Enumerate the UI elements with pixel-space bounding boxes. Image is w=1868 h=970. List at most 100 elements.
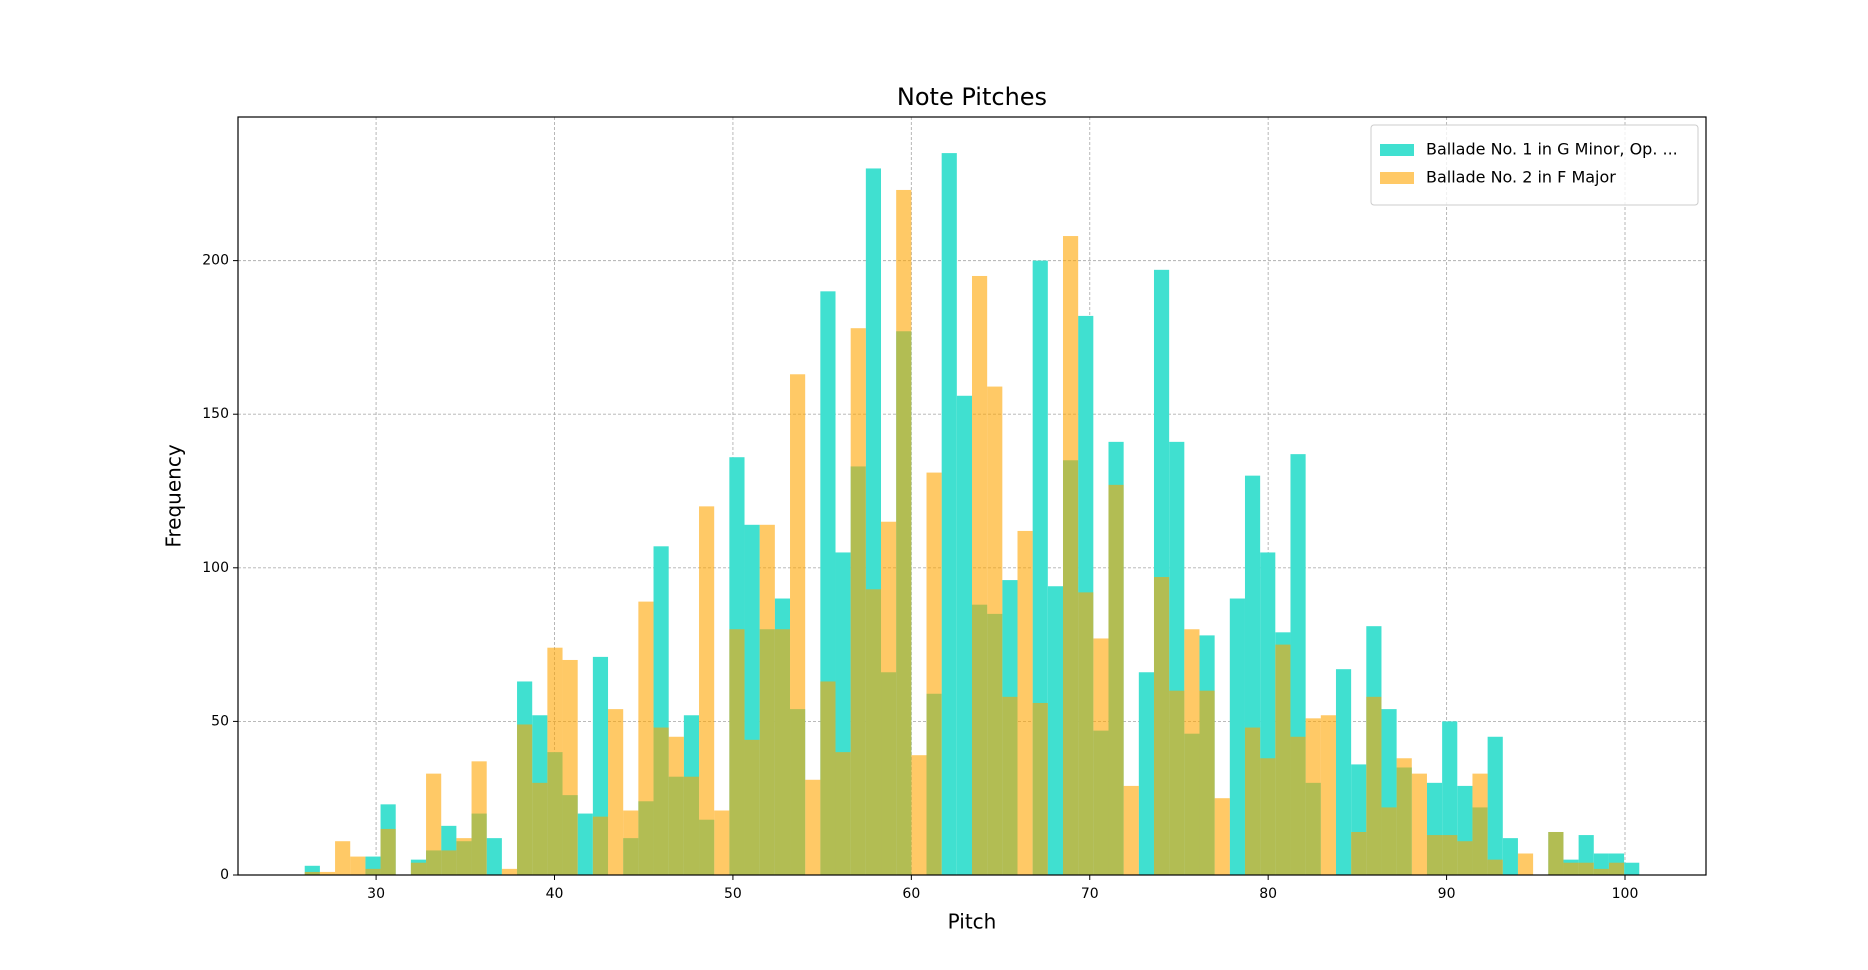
histogram-bar (623, 810, 639, 875)
histogram-bar (1078, 592, 1094, 875)
histogram-bar (744, 739, 760, 875)
histogram-bar (577, 813, 593, 875)
y-axis-label: Frequency (162, 444, 186, 547)
histogram-bar (759, 524, 775, 875)
legend: Ballade No. 1 in G Minor, Op. ... Ballade… (1370, 124, 1699, 206)
histogram-bar (1457, 841, 1473, 875)
histogram-bar (1472, 773, 1488, 875)
histogram-bar (441, 850, 457, 875)
y-tick-label: 100 (202, 560, 229, 576)
histogram-bar (668, 736, 684, 875)
histogram-bar (486, 838, 502, 875)
histogram-bar (941, 153, 957, 876)
histogram-bar (1093, 638, 1109, 875)
histogram-bar (517, 724, 533, 875)
legend-label: Ballade No. 2 in F Major (1426, 168, 1616, 187)
histogram-bar (608, 709, 624, 875)
histogram-bar (350, 856, 366, 875)
histogram-bar (972, 275, 988, 875)
histogram-bar (911, 755, 927, 875)
x-axis-label: Pitch (948, 910, 997, 934)
histogram-bar (653, 727, 669, 875)
histogram-bar (835, 752, 851, 875)
histogram-bar (638, 601, 654, 875)
histogram-bar (714, 810, 730, 875)
histogram-bar (881, 521, 897, 875)
histogram-bar (471, 761, 487, 875)
histogram-bar (426, 773, 442, 875)
histogram-bar (790, 374, 806, 875)
x-tick-label: 50 (724, 886, 742, 902)
histogram-bar (1351, 831, 1367, 875)
histogram-bar (319, 871, 336, 875)
histogram-bar (1260, 758, 1276, 875)
histogram-bar (410, 862, 427, 875)
y-tick-label: 200 (202, 253, 229, 269)
plot-frame (237, 116, 1707, 876)
histogram-bar (1062, 236, 1079, 876)
histogram-bar (1593, 868, 1609, 875)
histogram-bar (1138, 672, 1154, 875)
histogram-bar (820, 681, 836, 875)
histogram-bar (683, 776, 700, 875)
histogram-bar (729, 629, 745, 875)
histogram-bar (1487, 859, 1503, 875)
histogram-bar (547, 647, 563, 875)
legend-frame (1370, 124, 1699, 206)
x-tick-label: 80 (1259, 886, 1277, 902)
x-tick-label: 40 (546, 886, 564, 902)
histogram-bar (1108, 484, 1124, 875)
histogram-bar (956, 395, 972, 875)
y-tick-label: 0 (220, 867, 229, 883)
histogram-bar (1381, 807, 1397, 875)
histogram-bar (456, 838, 472, 875)
histogram-bar (850, 328, 866, 875)
histogram-bar (1184, 629, 1200, 875)
histogram-bar (1442, 835, 1458, 875)
histogram-bar (1229, 598, 1245, 875)
histogram-bar (1396, 758, 1412, 875)
y-tick-label: 150 (202, 406, 229, 422)
x-tick-label: 100 (1612, 886, 1639, 902)
histogram-bar (1032, 702, 1048, 875)
histogram-bar (1169, 690, 1185, 875)
histogram-bar (1411, 773, 1427, 875)
histogram-bar (1487, 736, 1503, 875)
histogram-bar (380, 828, 396, 875)
histogram-bar (926, 472, 942, 875)
histogram-bar (1290, 736, 1306, 875)
histogram-bar (1366, 696, 1382, 875)
histogram-bar (896, 189, 912, 875)
histogram-bar (1244, 727, 1261, 875)
histogram-bar (501, 868, 518, 875)
histogram-bar (1123, 785, 1139, 875)
legend-swatch (1380, 172, 1414, 184)
histogram-bar (1335, 669, 1352, 875)
histogram-bar (1502, 838, 1518, 875)
legend-label: Ballade No. 1 in G Minor, Op. ... (1426, 140, 1678, 159)
histogram-bar (1548, 831, 1564, 875)
histogram-bar (805, 779, 821, 875)
histogram-bar (365, 868, 381, 875)
histogram-bar (865, 589, 882, 875)
histogram-bar (1017, 530, 1033, 875)
histogram-bar (1563, 862, 1579, 875)
x-tick-label: 70 (1081, 886, 1099, 902)
histogram-bar (562, 659, 578, 875)
histogram-bar (1624, 862, 1640, 875)
histogram-bar (1320, 715, 1336, 875)
x-tick-label: 30 (367, 886, 385, 902)
histogram-bar (1002, 696, 1018, 875)
x-tick-label: 90 (1438, 886, 1456, 902)
histogram-bar (592, 816, 609, 875)
histogram-bar (1426, 835, 1443, 875)
histogram-bar (1608, 862, 1625, 875)
histogram-bar (1214, 798, 1230, 875)
histogram-bar (1517, 853, 1534, 875)
histogram-bar (1305, 718, 1321, 875)
histogram-bar (335, 841, 351, 875)
histogram-bar (304, 871, 320, 875)
legend-swatch (1380, 144, 1414, 156)
y-tick-label: 50 (211, 713, 229, 729)
